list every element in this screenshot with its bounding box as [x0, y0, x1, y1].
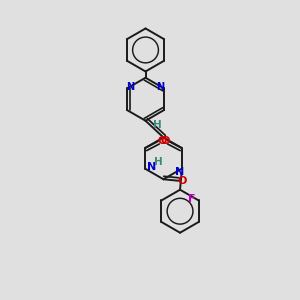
Text: O: O [158, 136, 167, 146]
Text: H: H [153, 119, 162, 130]
Text: O: O [178, 176, 187, 186]
Text: N: N [126, 82, 134, 92]
Text: O: O [160, 136, 170, 146]
Text: F: F [188, 194, 196, 204]
Text: N: N [147, 162, 156, 172]
Text: H: H [154, 157, 162, 167]
Text: N: N [176, 167, 185, 177]
Text: N: N [157, 82, 165, 92]
